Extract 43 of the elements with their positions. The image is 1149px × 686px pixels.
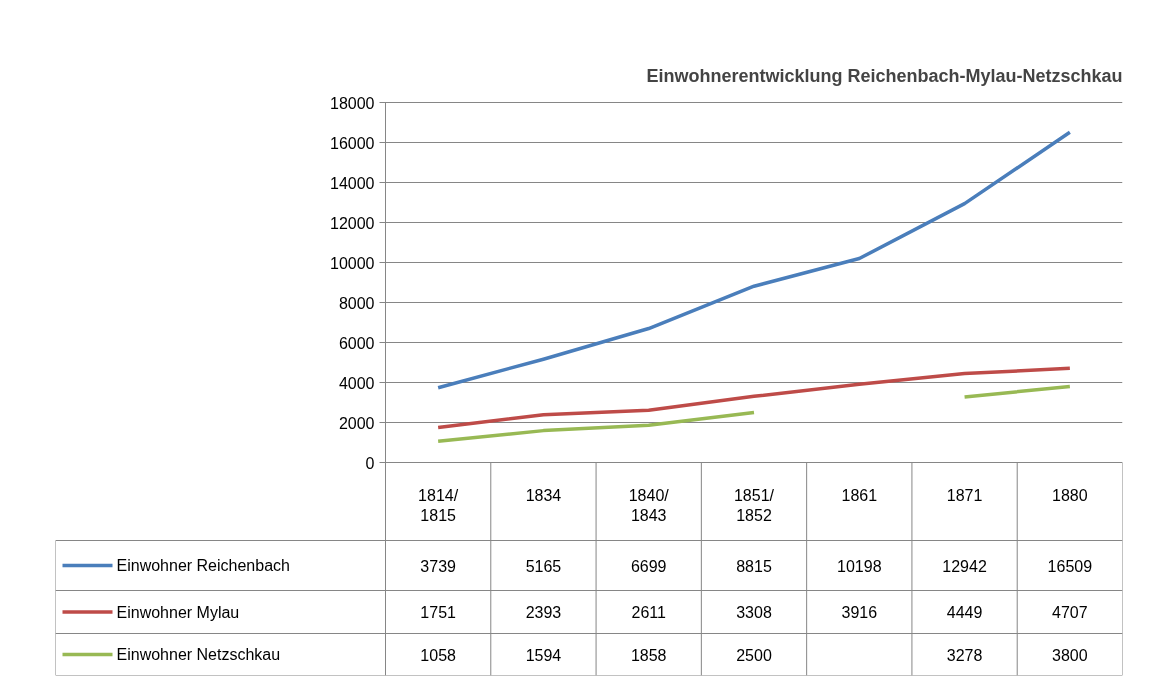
x-tick-label: 1814/ 1815: [418, 486, 459, 524]
data-label: 2611: [631, 604, 667, 621]
data-label: 1858: [630, 646, 667, 664]
y-tick-label: 10000: [330, 254, 375, 272]
y-tick-label: 6000: [338, 334, 375, 352]
legend-label: Einwohner Netzschkau: [116, 646, 281, 663]
data-label: 6699: [630, 557, 667, 575]
line-series: [436, 366, 1072, 430]
data-label: 10198: [837, 557, 882, 575]
y-tick-label: 2000: [338, 414, 375, 432]
data-label: 8815: [736, 557, 772, 575]
x-tick-label: 1861: [841, 486, 878, 504]
data-label: 3739: [420, 557, 457, 575]
y-tick-label: 14000: [330, 174, 375, 192]
chart-title: Einwohnerentwicklung Reichenbach-Mylau-Netzschkau: [646, 65, 1123, 86]
y-tick-label: 12000: [330, 214, 375, 232]
y-tick-label: 16000: [330, 134, 375, 152]
data-label: 5165: [525, 557, 562, 575]
data-label: 12942: [942, 557, 987, 575]
data-label: 3916: [841, 604, 878, 621]
y-tick-label: 8000: [338, 294, 375, 312]
y-tick-label: 18000: [330, 94, 375, 112]
data-label: 16509: [1047, 557, 1093, 575]
x-tick-label: 1880: [1052, 486, 1088, 504]
data-label: 1594: [525, 646, 562, 664]
data-label: 1058: [420, 646, 457, 664]
y-tick-label: 4000: [338, 374, 375, 392]
x-tick-label: 1851/ 1852: [733, 486, 775, 524]
legend-label: Einwohner Reichenbach: [116, 557, 290, 574]
data-label: 3278: [946, 646, 983, 664]
data-label: 4449: [946, 604, 983, 621]
data-label: 4707: [1052, 604, 1088, 621]
x-tick-label: 1840/ 1843: [628, 486, 670, 524]
data-label: 3308: [736, 604, 772, 621]
y-tick-label: 0: [365, 454, 375, 472]
line-series: [436, 130, 1072, 390]
x-tick-label: 1834: [525, 486, 562, 504]
legend-label: Einwohner Mylau: [116, 603, 240, 621]
data-label: 3800: [1052, 646, 1088, 664]
data-label: 2500: [736, 646, 772, 664]
data-label: 2393: [525, 604, 562, 621]
x-tick-label: 1871: [946, 486, 983, 504]
data-label: 1751: [420, 604, 457, 621]
